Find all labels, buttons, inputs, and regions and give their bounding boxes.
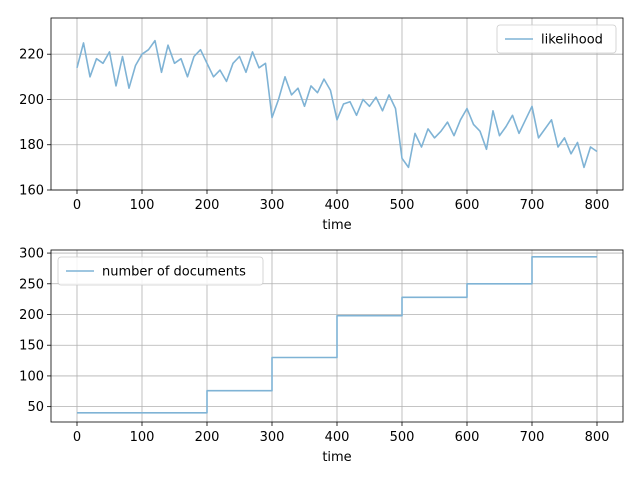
y-tick-label: 150: [19, 339, 44, 354]
legend-box: [496, 24, 617, 54]
y-tick-label: 50: [27, 400, 44, 415]
y-tick-label: 220: [19, 48, 44, 63]
y-tick-label: 180: [19, 138, 44, 153]
y-tick-label: 250: [19, 277, 44, 292]
x-tick-label: 200: [195, 198, 220, 213]
x-tick-label: 400: [325, 198, 350, 213]
x-tick-label: 0: [73, 198, 81, 213]
x-tick-label: 100: [130, 430, 155, 445]
subplot-2: 0 100 200 300 400 500 600 700 800 50 100 150 200 250 3…: [19, 247, 624, 465]
legend: number of documents: [57, 256, 264, 286]
x-tick-label: 300: [260, 198, 285, 213]
x-tick-label: 0: [73, 430, 81, 445]
legend-label: likelihood: [541, 33, 603, 48]
y-tick-label: 200: [19, 308, 44, 323]
legend: likelihood: [496, 24, 617, 54]
x-tick-label: 500: [390, 430, 415, 445]
legend-label: number of documents: [102, 265, 246, 280]
x-tick-label: 100: [130, 198, 155, 213]
x-tick-label: 300: [260, 430, 285, 445]
series-line-likelihood: [76, 39, 598, 169]
x-tick-label: 600: [455, 430, 480, 445]
x-tick-label: 700: [520, 198, 545, 213]
y-tick-label: 200: [19, 93, 44, 108]
x-tick-label: 200: [195, 430, 220, 445]
x-tick-label: 800: [585, 430, 610, 445]
x-tick-label: 700: [520, 430, 545, 445]
legend-box: [57, 256, 264, 286]
x-axis-label: time: [322, 450, 351, 465]
y-tick-label: 300: [19, 247, 44, 262]
subplot-1: 0 100 200 300 400 500 600 700 800 160 180 200 220 tim…: [19, 17, 624, 233]
x-tick-label: 600: [455, 198, 480, 213]
y-tick-label: 100: [19, 369, 44, 384]
x-axis-label: time: [322, 218, 351, 233]
x-tick-label: 500: [390, 198, 415, 213]
y-tick-label: 160: [19, 184, 44, 199]
x-tick-label: 800: [585, 198, 610, 213]
series-line-number-of-documents: [77, 255, 597, 414]
x-tick-label: 400: [325, 430, 350, 445]
